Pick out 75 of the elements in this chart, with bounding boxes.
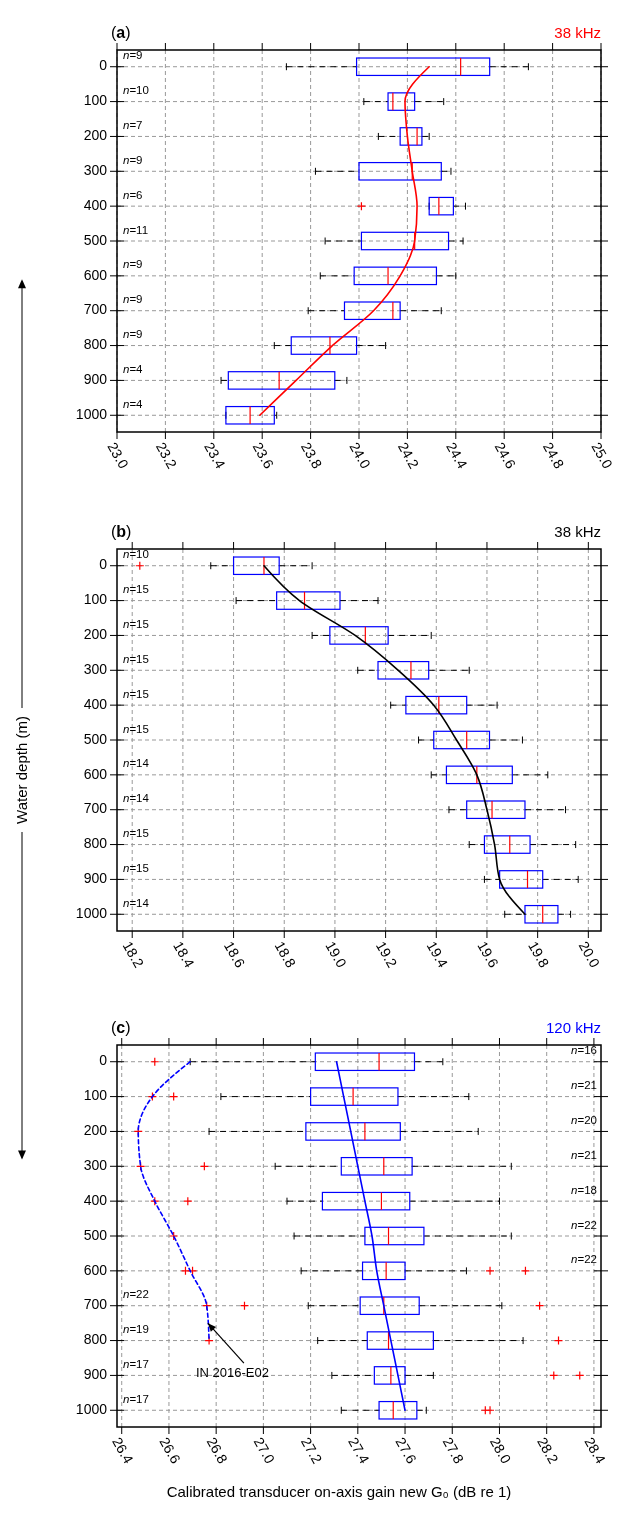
annotation: n=17 <box>123 1357 149 1370</box>
annotation: n=9 <box>123 328 143 341</box>
y-axis-title: Water depth (m) <box>13 716 30 824</box>
text: (a) <box>111 24 131 41</box>
annotation: n=9 <box>123 49 143 62</box>
annotation: n=15 <box>123 652 149 665</box>
annotation: n=14 <box>123 792 150 805</box>
text: (b) <box>111 523 132 540</box>
y-tick-label: 700 <box>83 1296 108 1313</box>
y-tick-label: 400 <box>83 196 108 213</box>
annotation: n=15 <box>123 861 149 874</box>
y-tick-label: 800 <box>83 336 108 353</box>
y-tick-label: 900 <box>83 371 108 388</box>
y-tick-label: 400 <box>83 1191 108 1208</box>
text: (c) <box>111 1019 131 1036</box>
annotation: n=20 <box>571 1114 597 1127</box>
y-tick-label: 600 <box>83 266 108 283</box>
y-tick-label: 300 <box>83 661 108 677</box>
annotation: n=18 <box>571 1183 597 1196</box>
y-tick-label: 700 <box>83 800 108 817</box>
annotation: n=4 <box>123 397 144 410</box>
y-tick-label: 200 <box>83 1122 108 1139</box>
y-tick-label: 600 <box>83 1261 108 1278</box>
y-tick-label: 600 <box>83 765 108 782</box>
chart-title: 38 kHz <box>554 24 601 41</box>
y-tick-label: 100 <box>83 1087 108 1104</box>
annotation: n=14 <box>123 757 150 770</box>
chart-title: 120 kHz <box>545 1019 601 1036</box>
annotation: n=10 <box>123 548 149 561</box>
annotation: n=21 <box>571 1148 597 1161</box>
annotation: n=9 <box>123 258 143 271</box>
y-tick-label: 900 <box>83 1366 108 1383</box>
y-tick-label: 0 <box>99 1052 108 1069</box>
annotation: n=15 <box>123 687 149 700</box>
annotation: n=19 <box>123 1323 149 1336</box>
annotation: n=21 <box>571 1079 597 1092</box>
annotation: n=14 <box>123 896 150 909</box>
y-tick-label: 100 <box>83 591 108 608</box>
y-tick-label: 700 <box>83 301 108 318</box>
y-tick-label: 200 <box>83 127 108 144</box>
annotation: n=6 <box>123 188 143 201</box>
annotation: n=9 <box>123 153 143 166</box>
y-tick-label: 500 <box>83 1226 108 1243</box>
annotation: n=22 <box>123 1288 149 1301</box>
annotation: n=17 <box>123 1392 149 1405</box>
y-tick-label: 1000 <box>75 1400 108 1417</box>
y-tick-label: 300 <box>83 162 108 178</box>
annotation: n=10 <box>123 84 149 97</box>
annotation: n=4 <box>123 362 144 375</box>
annotation: n=22 <box>571 1218 597 1231</box>
y-tick-label: 0 <box>99 556 108 573</box>
x-axis-title: Calibrated transducer on-axis gain new G₀ (dB re 1) <box>166 1483 512 1500</box>
y-tick-label: 800 <box>83 835 108 852</box>
y-tick-label: 200 <box>83 626 108 643</box>
y-tick-label: 400 <box>83 695 108 712</box>
annotation: n=22 <box>571 1253 597 1266</box>
y-tick-label: 1000 <box>75 904 108 921</box>
y-tick-label: 900 <box>83 870 108 887</box>
y-tick-label: 1000 <box>75 405 108 422</box>
text: IN 2016-E02 <box>195 1365 269 1381</box>
y-tick-label: 100 <box>83 92 108 109</box>
y-tick-label: 500 <box>83 730 108 747</box>
y-tick-label: 300 <box>83 1157 108 1173</box>
annotation: n=16 <box>571 1044 597 1057</box>
annotation: n=15 <box>123 618 149 631</box>
annotation: n=15 <box>123 827 149 840</box>
annotation: n=15 <box>123 722 149 735</box>
y-tick-label: 500 <box>83 231 108 248</box>
annotation: n=15 <box>123 583 149 596</box>
annotation: n=9 <box>123 293 143 306</box>
y-tick-label: 0 <box>99 57 108 74</box>
chart-title: 38 kHz <box>554 523 601 540</box>
annotation: n=11 <box>123 223 149 236</box>
annotation: n=7 <box>123 119 143 132</box>
y-tick-label: 800 <box>83 1331 108 1348</box>
